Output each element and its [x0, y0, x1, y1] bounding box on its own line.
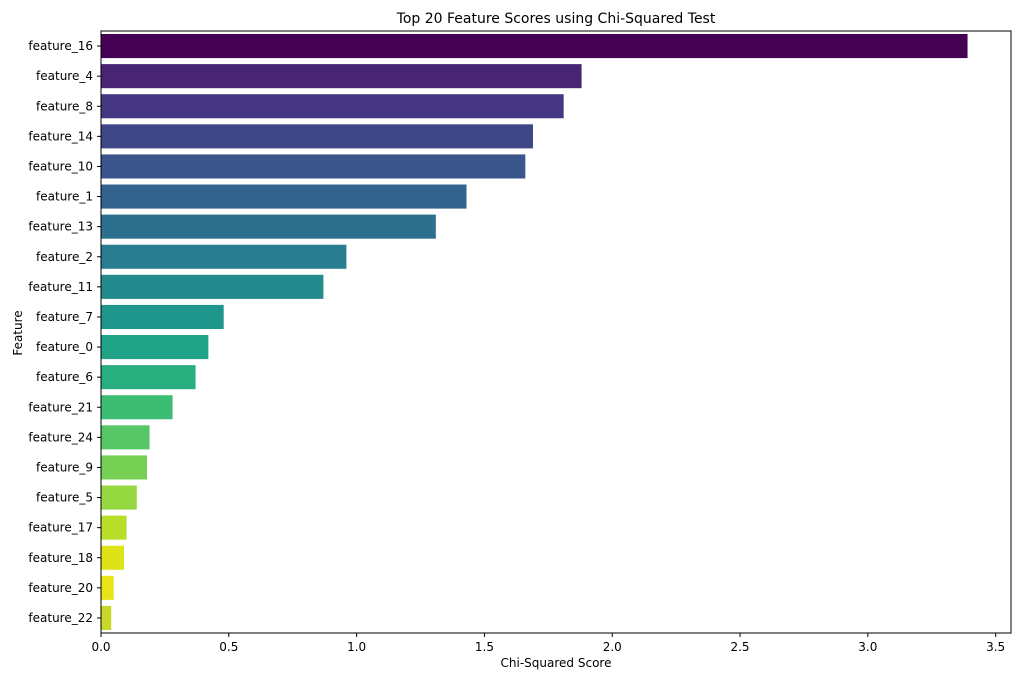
bar-feature_4: [101, 64, 582, 89]
bar-feature_8: [101, 94, 564, 119]
x-tick-label: 0.0: [91, 640, 110, 654]
bar-feature_16: [101, 34, 968, 59]
y-tick-label: feature_10: [28, 159, 93, 173]
bar-feature_2: [101, 244, 347, 269]
y-tick-label: feature_9: [36, 460, 93, 474]
bar-feature_24: [101, 425, 150, 450]
bar-feature_20: [101, 575, 114, 600]
x-tick-label: 1.5: [475, 640, 494, 654]
bar-feature_10: [101, 154, 526, 179]
x-axis-ticks: 0.0 0.5 1.0 1.5 2.0 2.5 3.0 3.5: [91, 633, 1005, 654]
y-tick-label: feature_4: [36, 69, 93, 83]
x-tick-label: 0.5: [219, 640, 238, 654]
y-tick-label: feature_14: [28, 129, 93, 143]
x-tick-label: 2.5: [730, 640, 749, 654]
plot-frame: [100, 30, 1012, 634]
y-tick-label: feature_0: [36, 340, 93, 354]
x-tick-label: 3.5: [986, 640, 1005, 654]
bar-feature_5: [101, 485, 137, 510]
y-tick-label: feature_17: [28, 521, 93, 535]
y-tick-label: feature_16: [28, 39, 93, 53]
bar-feature_11: [101, 274, 324, 299]
y-tick-label: feature_5: [36, 491, 93, 505]
y-tick-label: feature_11: [28, 280, 93, 294]
bar-feature_14: [101, 124, 533, 149]
y-tick-label: feature_22: [28, 611, 93, 625]
bar-feature_0: [101, 335, 209, 360]
y-tick-label: feature_2: [36, 250, 93, 264]
x-tick-label: 1.0: [347, 640, 366, 654]
x-axis-title: Chi-Squared Score: [501, 656, 612, 670]
bar-feature_13: [101, 214, 436, 239]
bar-feature_7: [101, 304, 224, 329]
bar-feature_18: [101, 545, 125, 570]
y-tick-label: feature_6: [36, 370, 93, 384]
y-tick-label: feature_18: [28, 551, 93, 565]
bar-feature_17: [101, 515, 127, 540]
bars-group: [101, 34, 968, 630]
bar-feature_1: [101, 184, 467, 209]
chart-title: Top 20 Feature Scores using Chi-Squared …: [396, 11, 716, 27]
y-tick-label: feature_8: [36, 99, 93, 113]
x-tick-label: 2.0: [603, 640, 622, 654]
bar-feature_21: [101, 395, 173, 420]
bar-feature_22: [101, 605, 112, 630]
bar-feature_9: [101, 455, 148, 480]
y-axis-ticks: feature_16 feature_4 feature_8 feature_14fe…: [28, 39, 101, 625]
y-tick-label: feature_13: [28, 220, 93, 234]
bar-feature_6: [101, 365, 196, 390]
y-axis-title: Feature: [11, 310, 25, 355]
y-tick-label: feature_21: [28, 400, 93, 414]
y-tick-label: feature_7: [36, 310, 93, 324]
x-tick-label: 3.0: [858, 640, 877, 654]
y-tick-label: feature_1: [36, 190, 93, 204]
y-tick-label: feature_24: [28, 430, 93, 444]
y-tick-label: feature_20: [28, 581, 93, 595]
